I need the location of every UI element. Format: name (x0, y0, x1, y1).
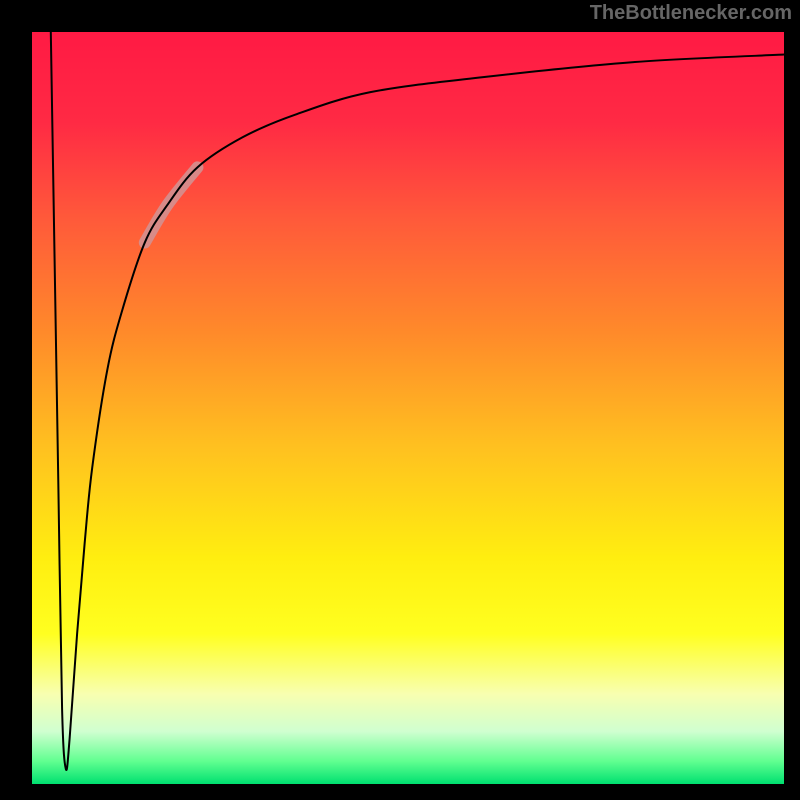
chart-container: TheBottlenecker.com (0, 0, 800, 800)
chart-svg (0, 0, 800, 800)
plot-background (32, 32, 784, 784)
watermark-text: TheBottlenecker.com (590, 2, 792, 25)
